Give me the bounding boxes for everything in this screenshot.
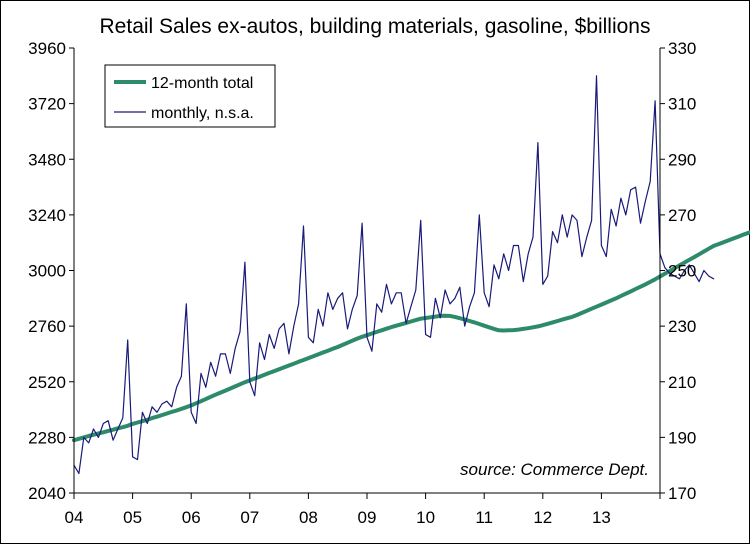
legend-label-total: 12-month total	[151, 75, 253, 92]
y-right-tick-label: 190	[668, 428, 696, 447]
plot-area	[72, 75, 750, 475]
x-tick-label: 05	[123, 508, 142, 527]
y-left-tick-label: 2040	[28, 484, 66, 503]
x-tick-label: 08	[299, 508, 318, 527]
source-annotation: source: Commerce Dept.	[460, 460, 649, 479]
y-right-tick-label: 310	[668, 95, 696, 114]
legend-box	[104, 64, 276, 128]
y-right-tick-label: 230	[668, 317, 696, 336]
x-tick-label: 09	[358, 508, 377, 527]
y-right-tick-label: 210	[668, 373, 696, 392]
y-left-tick-label: 3960	[28, 39, 66, 58]
legend-label-monthly: monthly, n.s.a.	[151, 105, 254, 122]
y-right-tick-label: 330	[668, 39, 696, 58]
y-left-tick-label: 3720	[28, 95, 66, 114]
x-tick-label: 07	[240, 508, 259, 527]
series-line-12-month-total	[72, 230, 750, 443]
axes	[69, 47, 665, 499]
y-left-tick-label: 3000	[28, 262, 66, 281]
tick-labels: 2040 2280 2520 2760 3000 3240 3480 3720 3960 170 1…	[28, 39, 696, 527]
y-right-tick-label: 270	[668, 206, 696, 225]
x-tick-label: 04	[65, 508, 84, 527]
legend: 12-month total monthly, n.s.a.	[104, 64, 276, 128]
x-tick-label: 13	[592, 508, 611, 527]
x-tick-label: 06	[182, 508, 201, 527]
y-left-tick-label: 2520	[28, 373, 66, 392]
chart-title: Retail Sales ex-autos, building material…	[100, 15, 651, 38]
series-line-monthly	[73, 75, 715, 475]
y-right-tick-label: 170	[668, 484, 696, 503]
y-left-tick-label: 3480	[28, 150, 66, 169]
x-tick-label: 10	[416, 508, 435, 527]
y-left-tick-label: 2280	[28, 428, 66, 447]
y-right-tick-label: 290	[668, 150, 696, 169]
x-tick-label: 11	[475, 508, 493, 527]
x-tick-label: 12	[533, 508, 552, 527]
y-right-tick-label: 250	[668, 262, 696, 281]
y-left-tick-label: 3240	[28, 206, 66, 225]
y-left-tick-label: 2760	[28, 317, 66, 336]
